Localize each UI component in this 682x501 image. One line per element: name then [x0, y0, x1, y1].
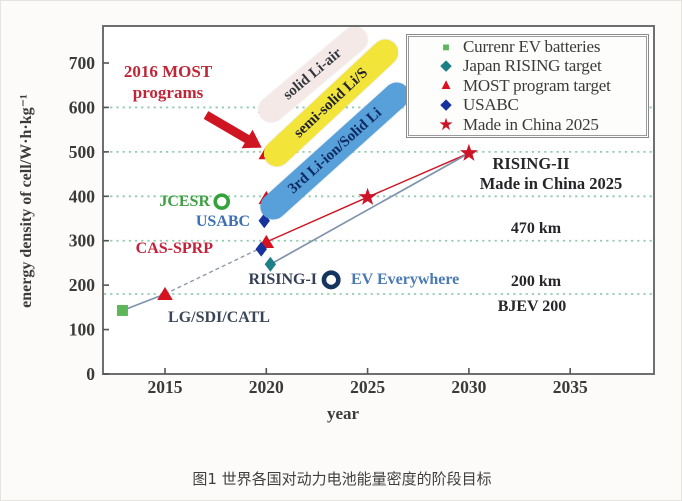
annotation-jcesr: JCESR: [159, 193, 210, 210]
star-icon: ★: [438, 115, 454, 135]
annotation-made-in-china-2025: Made in China 2025: [479, 174, 623, 193]
legend-label: Japan RISING target: [463, 56, 602, 76]
annotation-bjev-200: BJEV 200: [497, 298, 567, 315]
y-tick-label: 0: [86, 364, 95, 384]
annotation-rising-1: RISING-I: [248, 271, 317, 288]
y-tick-label: 100: [69, 320, 96, 340]
annotation-ev-everywhere: EV Everywhere: [351, 271, 460, 288]
marker-ring: [213, 193, 231, 210]
y-tick-label: 600: [69, 97, 96, 117]
legend-label: Made in China 2025: [463, 114, 599, 134]
annotation-200-km: 200 km: [510, 273, 562, 290]
x-tick-label: 2020: [249, 377, 284, 397]
legend-item: ▲ MOST program target: [407, 76, 648, 96]
marker-square: [116, 304, 128, 316]
legend-label: Currenr EV batteries: [463, 36, 601, 56]
plot-border: [102, 25, 655, 375]
line-current-ev-trend: [122, 293, 166, 312]
annotation-usabc: USABC: [195, 213, 251, 230]
legend-item: ◆ USABC: [407, 95, 648, 116]
x-tick-label: 2030: [451, 377, 486, 397]
marker-ring: [321, 270, 341, 290]
marker-diamond: [264, 256, 277, 272]
diamond-icon: ◆: [440, 57, 452, 74]
marker-star: [459, 143, 478, 161]
legend-item: ★ Made in China 2025: [407, 115, 648, 135]
y-tick-label: 700: [69, 53, 96, 73]
diamond-icon: ◆: [440, 96, 452, 113]
x-tick-label: 2015: [148, 377, 183, 397]
marker-triangle: [157, 286, 173, 301]
x-tick-label: 2035: [553, 377, 588, 397]
legend-item: ■ Currenr EV batteries: [407, 37, 648, 57]
y-tick-label: 400: [69, 186, 96, 206]
legend-label: MOST program target: [463, 75, 611, 95]
legend-item: ◆ Japan RISING target: [407, 56, 648, 77]
y-tick-label: 300: [69, 231, 96, 251]
triangle-icon: ▲: [438, 77, 454, 94]
figure-caption: 图1 世界各国对动力电池能量密度的阶段目标: [192, 470, 492, 488]
y-tick-label: 500: [69, 142, 96, 162]
legend: ■ Currenr EV batteries ◆ Japan RISING targe…: [406, 34, 649, 138]
y-tick-label: 200: [69, 275, 96, 295]
y-axis-label: energy density of cell/W·h·kg⁻¹: [18, 94, 35, 308]
square-icon: ■: [442, 39, 450, 54]
annotation-2016-most-programs: 2016 MOST programs: [123, 62, 213, 103]
annotation-470-km: 470 km: [510, 220, 562, 237]
marker-star: [358, 187, 377, 205]
line-projection-dashed: [164, 247, 262, 295]
annotation-cas-sprp: CAS-SPRP: [135, 240, 213, 257]
legend-label: USABC: [463, 95, 519, 115]
annotation-lg-sdi-catl: LG/SDI/CATL: [168, 309, 270, 326]
most-arrow-icon: [203, 111, 262, 149]
annotation-rising-2: RISING-II: [492, 154, 570, 173]
x-tick-label: 2025: [350, 377, 385, 397]
x-axis-label: year: [326, 404, 360, 423]
marker-diamond: [255, 241, 267, 257]
line-rising-line: [269, 152, 470, 266]
